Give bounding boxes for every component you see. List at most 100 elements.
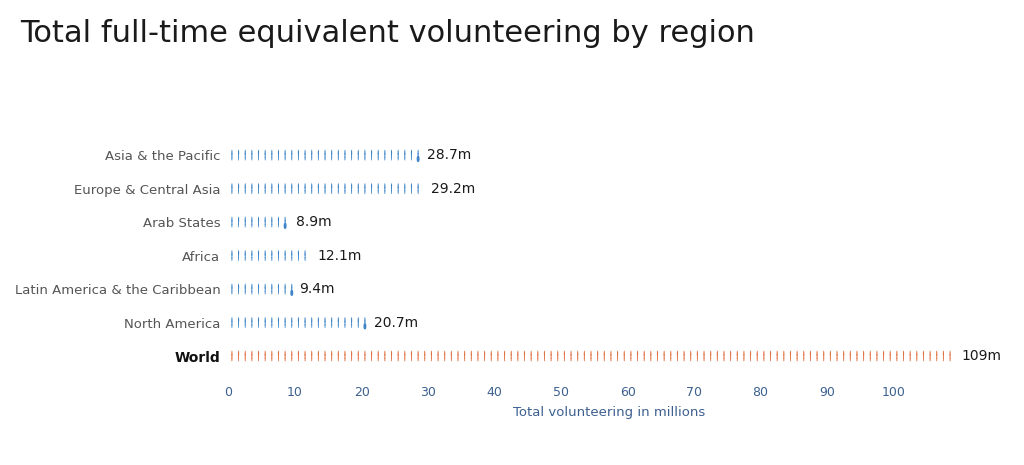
Circle shape [231,250,232,256]
Circle shape [251,351,253,357]
Circle shape [936,351,937,357]
Circle shape [331,150,332,156]
Circle shape [231,351,232,357]
Circle shape [238,284,240,290]
Circle shape [397,183,398,189]
Circle shape [357,351,358,357]
Circle shape [231,150,232,156]
Circle shape [909,351,910,357]
Circle shape [245,351,246,357]
Circle shape [723,351,725,357]
Circle shape [498,351,499,357]
Circle shape [564,351,565,357]
Circle shape [404,351,406,357]
Circle shape [644,351,645,357]
Circle shape [391,183,392,189]
Circle shape [584,351,585,357]
Circle shape [477,351,478,357]
Circle shape [344,317,345,323]
Circle shape [378,183,379,189]
Circle shape [317,150,318,156]
Circle shape [344,150,345,156]
Text: 109m: 109m [962,349,1001,363]
Circle shape [371,183,372,189]
Circle shape [264,150,266,156]
Text: 29.2m: 29.2m [431,182,475,196]
Circle shape [490,351,492,357]
Circle shape [365,183,366,189]
Circle shape [264,217,266,223]
Text: 8.9m: 8.9m [296,215,332,229]
Circle shape [258,351,259,357]
Circle shape [258,250,259,256]
Circle shape [743,351,744,357]
Circle shape [677,351,678,357]
Circle shape [810,351,811,357]
Circle shape [418,351,419,357]
Circle shape [703,351,705,357]
Circle shape [471,351,472,357]
Circle shape [304,250,305,256]
Circle shape [411,150,412,156]
Circle shape [271,317,272,323]
Circle shape [850,351,851,357]
Circle shape [736,351,738,357]
Circle shape [291,250,293,256]
Circle shape [418,183,419,189]
Circle shape [378,351,379,357]
Circle shape [264,317,266,323]
Circle shape [331,183,332,189]
Circle shape [251,284,253,290]
Circle shape [258,317,259,323]
Circle shape [357,317,358,323]
Circle shape [404,183,406,189]
Circle shape [251,183,253,189]
Circle shape [538,351,539,357]
Circle shape [238,351,240,357]
Circle shape [231,317,232,323]
Circle shape [251,250,253,256]
Circle shape [304,150,305,156]
Circle shape [251,317,253,323]
Circle shape [258,217,259,223]
Circle shape [245,250,246,256]
Circle shape [530,351,531,357]
Circle shape [304,351,305,357]
Circle shape [271,150,272,156]
Circle shape [757,351,758,357]
Circle shape [404,150,406,156]
Circle shape [278,351,280,357]
Circle shape [285,217,286,223]
Circle shape [570,351,571,357]
Circle shape [776,351,778,357]
Circle shape [617,351,618,357]
Circle shape [231,183,232,189]
Circle shape [351,351,352,357]
Circle shape [264,351,266,357]
Circle shape [325,351,326,357]
Circle shape [264,183,266,189]
Circle shape [717,351,718,357]
Circle shape [271,284,272,290]
Circle shape [278,183,280,189]
Circle shape [803,351,805,357]
Circle shape [338,183,339,189]
Circle shape [351,317,352,323]
Circle shape [578,351,579,357]
Circle shape [264,284,266,290]
Circle shape [710,351,712,357]
Text: 20.7m: 20.7m [374,316,419,330]
Circle shape [790,351,792,357]
Circle shape [278,150,280,156]
Circle shape [877,351,878,357]
Circle shape [863,351,864,357]
Circle shape [317,183,318,189]
Circle shape [664,351,665,357]
Circle shape [285,351,286,357]
Circle shape [271,183,272,189]
Circle shape [890,351,891,357]
Circle shape [770,351,771,357]
Circle shape [829,351,830,357]
Circle shape [285,284,286,290]
Circle shape [351,150,352,156]
